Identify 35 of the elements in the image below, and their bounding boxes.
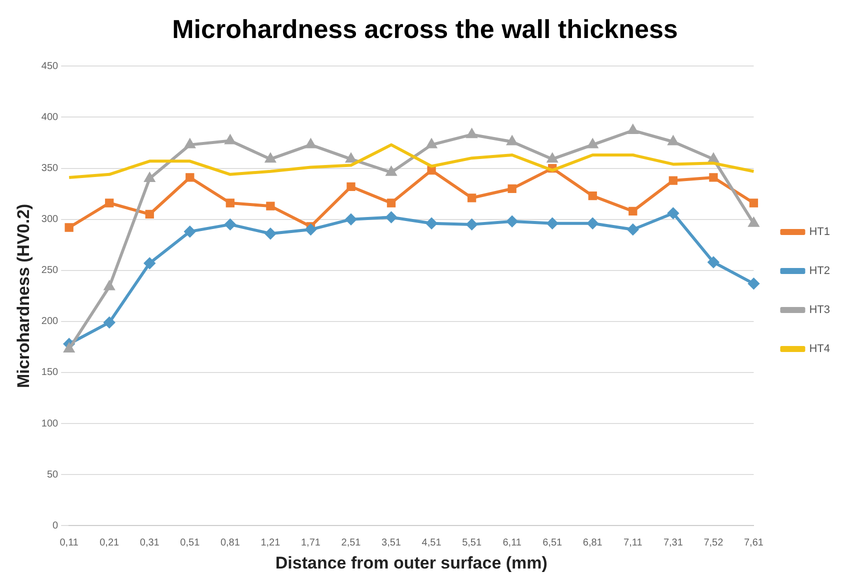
legend-label: HT4 xyxy=(809,343,830,356)
x-tick-label: 2,51 xyxy=(341,537,362,548)
y-tick-label: 50 xyxy=(46,469,59,480)
chart-title: Microhardness across the wall thickness xyxy=(172,14,678,44)
x-tick-label: 6,51 xyxy=(542,537,563,548)
x-tick-label: 1,71 xyxy=(300,537,321,548)
x-tick-label: 7,61 xyxy=(744,537,764,548)
y-axis-title: Microhardness (HV0.2) xyxy=(14,204,33,388)
y-tick-label: 0 xyxy=(52,520,59,532)
y-tick-label: 350 xyxy=(41,163,59,174)
legend-label: HT2 xyxy=(809,265,830,278)
y-tick-label: 250 xyxy=(41,265,59,276)
x-tick-label: 0,31 xyxy=(140,537,160,548)
x-tick-label: 4,51 xyxy=(422,537,442,548)
y-tick-label: 150 xyxy=(41,367,59,378)
x-tick-label: 5,51 xyxy=(462,537,482,548)
legend-label: HT3 xyxy=(809,304,830,316)
legend-label: HT1 xyxy=(809,226,830,238)
y-tick-label: 100 xyxy=(41,418,59,430)
x-tick-label: 0,51 xyxy=(180,537,200,548)
x-tick-label: 0,81 xyxy=(220,537,240,548)
x-tick-label: 6,11 xyxy=(502,537,522,548)
x-tick-label: 7,52 xyxy=(704,537,724,548)
y-tick-label: 400 xyxy=(41,112,59,123)
x-tick-label: 6,81 xyxy=(582,537,603,548)
x-axis-title: Distance from outer surface (mm) xyxy=(275,553,548,572)
y-tick-label: 450 xyxy=(41,60,59,72)
x-tick-label: 7,31 xyxy=(663,537,684,548)
x-tick-label: 3,51 xyxy=(382,537,402,548)
x-tick-label: 0,11 xyxy=(60,537,79,548)
x-tick-label: 0,21 xyxy=(100,537,120,548)
x-tick-label: 7,11 xyxy=(624,537,643,548)
y-tick-label: 300 xyxy=(41,214,59,226)
x-tick-label: 1,21 xyxy=(260,537,281,548)
y-tick-label: 200 xyxy=(41,316,59,328)
